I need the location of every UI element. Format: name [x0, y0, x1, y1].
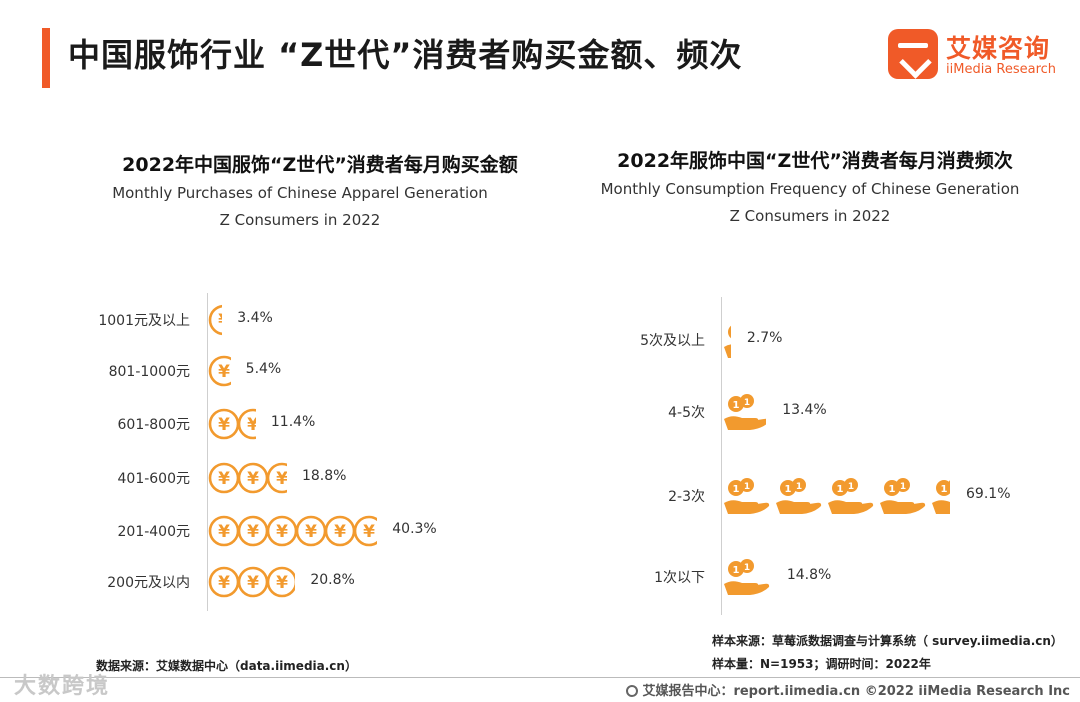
category-label: 4-5次 [668, 405, 705, 421]
svg-text:1: 1 [733, 484, 740, 495]
svg-text:¥: ¥ [247, 469, 259, 489]
left-chart-axis [207, 293, 208, 611]
svg-text:1: 1 [889, 484, 896, 495]
title-accent-bar [42, 28, 50, 88]
value-label: 18.8% [301, 468, 347, 484]
footer-divider [0, 677, 1080, 678]
value-label: 5.4% [245, 361, 282, 377]
logo-text-cn: 艾媒咨询 [946, 34, 1051, 63]
right-sample-source: 样本来源：草莓派数据调查与计算系统（ survey.iimedia.cn） [712, 634, 1063, 648]
value-label: 11.4% [270, 414, 316, 430]
logo-badge-icon [888, 29, 938, 79]
svg-text:¥: ¥ [218, 415, 230, 435]
category-label: 5次及以上 [640, 333, 705, 349]
svg-text:1: 1 [837, 484, 844, 495]
value-label: 3.4% [237, 310, 273, 326]
category-label: 1次以下 [654, 570, 705, 586]
svg-text:1: 1 [733, 400, 740, 411]
value-label: 13.4% [782, 402, 827, 418]
svg-text:¥: ¥ [218, 362, 230, 382]
value-label: 2.7% [746, 330, 783, 346]
value-label: 14.8% [786, 567, 832, 583]
svg-text:¥: ¥ [218, 522, 230, 542]
globe-icon [626, 685, 639, 697]
logo-text-en: iiMedia Research [946, 62, 1057, 77]
right-sample-size: 样本量：N=1953；调研时间：2022年 [712, 657, 931, 671]
svg-text:1: 1 [744, 482, 750, 492]
svg-text:¥: ¥ [218, 311, 222, 331]
page-title: 中国服饰行业 “Z世代”消费者购买金额、频次 [68, 36, 743, 74]
value-label: 69.1% [966, 486, 1011, 502]
svg-text:1: 1 [900, 482, 906, 492]
svg-text:¥: ¥ [363, 522, 375, 542]
bar-mark: ¥ [208, 304, 223, 336]
bar-mark: ¥ ¥ ¥ [208, 462, 287, 494]
left-data-source: 数据来源：艾媒数据中心（data.iimedia.cn） [96, 659, 357, 673]
left-chart-subtitle: Monthly Purchases of Chinese Apparel Gen… [112, 184, 488, 229]
svg-text:¥: ¥ [276, 522, 288, 542]
footer-report-center: 艾媒报告中心：report.iimedia.cn ©2022 iiMedia R… [626, 680, 1070, 699]
watermark: 大数跨境 [14, 674, 111, 699]
left-chart-title: 2022年中国服饰“Z世代”消费者每月购买金额 [122, 154, 518, 176]
category-label: 801-1000元 [108, 364, 190, 380]
svg-text:¥: ¥ [218, 573, 230, 593]
iimedia-logo: 艾媒咨询 iiMedia Research [888, 29, 1068, 83]
svg-text:¥: ¥ [218, 469, 230, 489]
bar-mark: ¥ ¥ ¥ ¥ [208, 566, 296, 598]
svg-text:1: 1 [744, 563, 750, 573]
svg-text:1: 1 [744, 398, 750, 408]
svg-text:¥: ¥ [247, 522, 259, 542]
svg-text:1: 1 [733, 565, 740, 576]
svg-text:1: 1 [785, 484, 792, 495]
svg-text:1: 1 [848, 482, 854, 492]
svg-text:¥: ¥ [276, 469, 287, 489]
svg-text:¥: ¥ [247, 573, 259, 593]
category-label: 200元及以内 [107, 575, 190, 591]
right-chart-subtitle: Monthly Consumption Frequency of Chinese… [600, 180, 1020, 225]
category-label: 1001元及以上 [98, 313, 190, 329]
value-label: 40.3% [392, 521, 437, 537]
svg-text:¥: ¥ [305, 522, 317, 542]
category-label: 601-800元 [117, 417, 191, 433]
svg-text:1: 1 [941, 484, 948, 495]
value-label: 20.8% [310, 572, 355, 588]
right-chart-title: 2022年服饰中国“Z世代”消费者每月消费频次 [617, 150, 1013, 172]
svg-text:¥: ¥ [276, 573, 288, 593]
right-chart-axis [721, 297, 722, 615]
bar-mark: ¥ ¥ ¥ ¥ ¥ ¥ [208, 515, 378, 547]
svg-text:¥: ¥ [247, 415, 256, 435]
footer-text: 艾媒报告中心：report.iimedia.cn ©2022 iiMedia R… [642, 684, 1070, 699]
category-label: 401-600元 [117, 471, 191, 487]
category-label: 2-3次 [668, 489, 705, 505]
svg-text:¥: ¥ [334, 522, 346, 542]
svg-text:1: 1 [796, 482, 802, 492]
bar-mark: ¥ ¥ [208, 408, 256, 440]
category-label: 201-400元 [117, 524, 191, 540]
bar-mark: ¥ [208, 355, 231, 387]
